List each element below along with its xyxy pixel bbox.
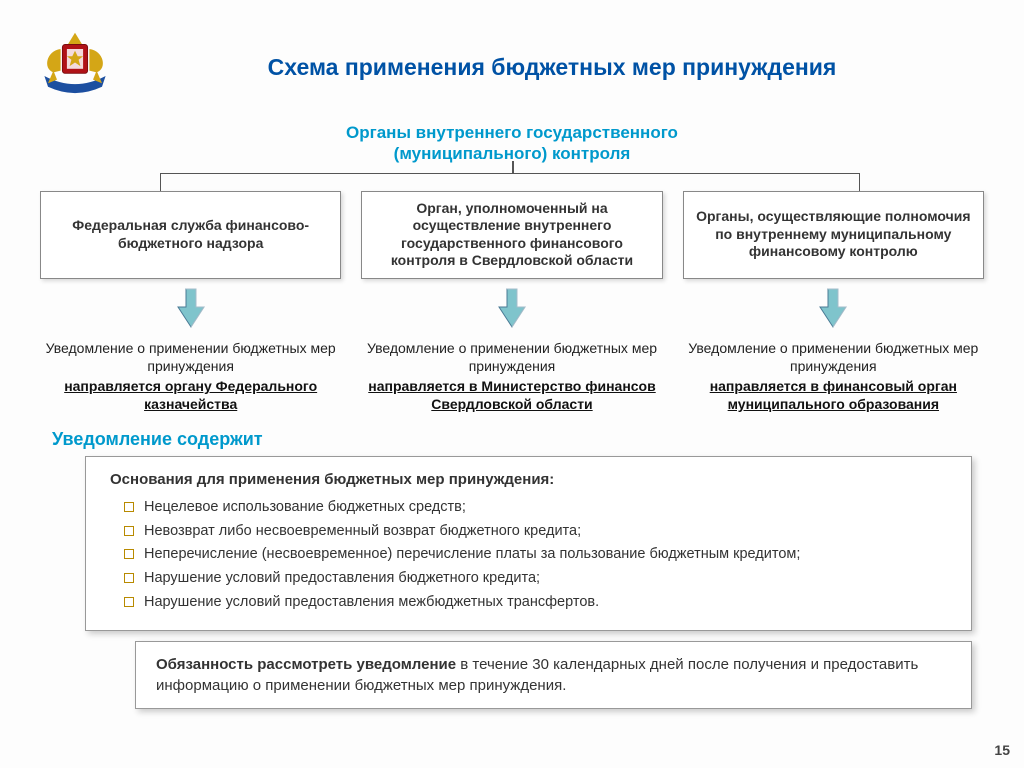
org-box-federal: Федеральная служба финансово-бюджетного … [40,191,341,279]
list-item: Нарушение условий предоставления межбюдж… [124,593,951,613]
notice-plain: Уведомление о применении бюджетных мер п… [683,339,984,375]
bullet-icon [124,549,134,559]
hierarchy-bracket [0,169,1024,191]
bullet-icon [124,573,134,583]
obligation-bold: Обязанность рассмотреть уведомление [156,656,456,673]
list-item-text: Нарушение условий предоставления межбюдж… [144,593,599,613]
list-item-text: Неперечисление (несвоевременное) перечис… [144,545,800,565]
page-number: 15 [994,742,1010,758]
list-item: Нецелевое использование бюджетных средст… [124,498,951,518]
obligation-box: Обязанность рассмотреть уведомление в те… [135,641,972,709]
section-label: Уведомление содержит [0,413,1024,456]
notice-federal: Уведомление о применении бюджетных мер п… [40,339,341,414]
list-item-text: Нецелевое использование бюджетных средст… [144,498,466,518]
notice-emph: направляется в финансовый орган муниципа… [683,377,984,413]
arrow-down-icon [174,287,208,331]
bullet-icon [124,526,134,536]
header: Схема применения бюджетных мер принужден… [0,0,1024,120]
arrow-down-icon [495,287,529,331]
page-title: Схема применения бюджетных мер принужден… [120,54,984,81]
list-item: Невозврат либо несвоевременный возврат б… [124,522,951,542]
list-item: Нарушение условий предоставления бюджетн… [124,569,951,589]
bullet-icon [124,502,134,512]
coat-of-arms-icon [30,22,120,112]
subtitle-line1: Органы внутреннего государственного [346,123,678,142]
notices-row: Уведомление о применении бюджетных мер п… [0,339,1024,414]
notice-plain: Уведомление о применении бюджетных мер п… [40,339,341,375]
list-item: Неперечисление (несвоевременное) перечис… [124,545,951,565]
org-boxes-row: Федеральная служба финансово-бюджетного … [0,191,1024,279]
org-box-municipal: Органы, осуществляющие полномочия по вну… [683,191,984,279]
arrow-down-icon [816,287,850,331]
notice-municipal: Уведомление о применении бюджетных мер п… [683,339,984,414]
notice-emph: направляется органу Федерального казначе… [40,377,341,413]
list-item-text: Нарушение условий предоставления бюджетн… [144,569,540,589]
subtitle: Органы внутреннего государственного (мун… [0,122,1024,165]
list-item-text: Невозврат либо несвоевременный возврат б… [144,522,581,542]
bullet-icon [124,597,134,607]
grounds-list: Нецелевое использование бюджетных средст… [110,498,951,612]
arrows-row [0,279,1024,339]
org-box-regional: Орган, уполномоченный на осуществление в… [361,191,662,279]
grounds-box: Основания для применения бюджетных мер п… [85,456,972,631]
notice-plain: Уведомление о применении бюджетных мер п… [361,339,662,375]
grounds-title: Основания для применения бюджетных мер п… [110,471,951,488]
notice-emph: направляется в Министерство финансов Све… [361,377,662,413]
notice-regional: Уведомление о применении бюджетных мер п… [361,339,662,414]
